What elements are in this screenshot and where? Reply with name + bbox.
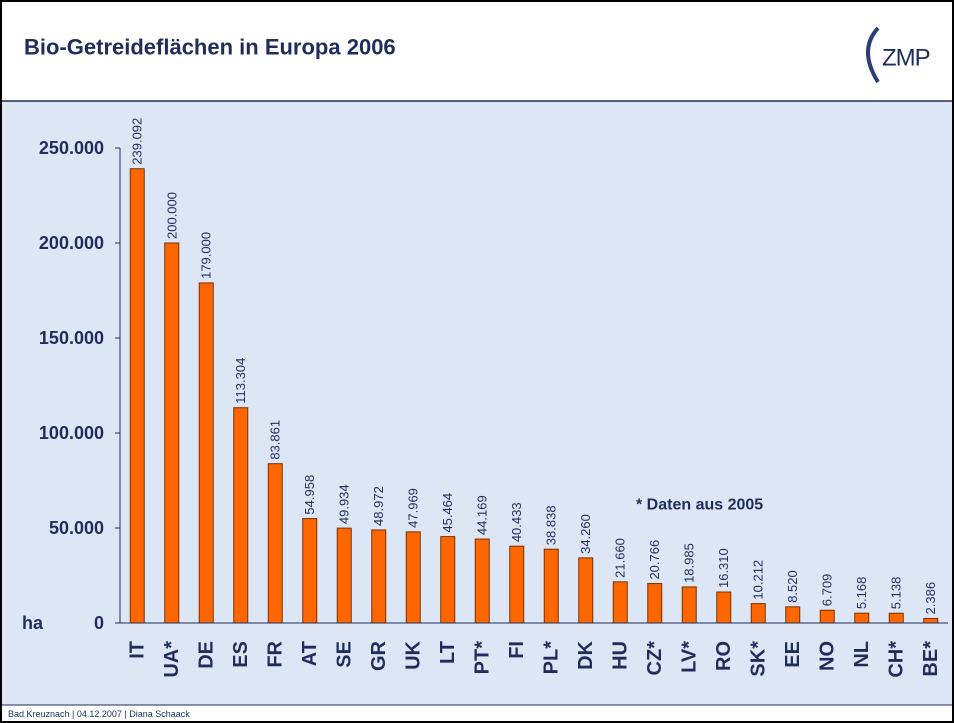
bar (440, 536, 456, 624)
value-label: 45.464 (440, 493, 455, 533)
footer: Bad Kreuznach | 04.12.2007 | Diana Schaa… (8, 709, 190, 719)
x-tick-label: NL (851, 641, 873, 668)
logo-arc (866, 26, 880, 84)
value-label: 6.709 (820, 574, 835, 607)
value-label: 34.260 (578, 514, 593, 554)
annotation: * Daten aus 2005 (636, 497, 763, 514)
x-tick-label: EE (782, 641, 804, 668)
bar (336, 527, 352, 624)
y-tick-label: 250.000 (39, 138, 104, 158)
value-label: 16.310 (716, 548, 731, 588)
x-tick-label: PL* (540, 641, 562, 675)
bar (164, 242, 180, 624)
bar (302, 518, 318, 624)
value-label: 5.138 (889, 577, 904, 610)
value-label: 47.969 (406, 488, 421, 528)
x-tick-label: UA* (161, 641, 183, 678)
y-tick-label: 100.000 (39, 423, 104, 443)
bar (854, 612, 870, 624)
bar (129, 168, 145, 624)
value-label: 179.000 (199, 232, 214, 279)
value-label: 239.092 (130, 118, 145, 165)
value-label: 2.386 (923, 582, 938, 615)
value-label: 49.934 (337, 484, 352, 524)
x-tick-label: AT (299, 641, 321, 666)
bar (750, 603, 766, 624)
value-label: 40.433 (509, 502, 524, 542)
x-tick-label: FI (506, 641, 528, 659)
logo: ZMP (882, 45, 930, 72)
bar (647, 583, 663, 624)
x-tick-label: HU (609, 641, 631, 670)
value-label: 44.169 (475, 495, 490, 535)
value-label: 20.766 (647, 540, 662, 580)
y-tick-label: 0 (94, 613, 104, 633)
x-tick-label: ES (230, 641, 252, 668)
value-label: 5.168 (854, 577, 869, 610)
value-label: 54.958 (302, 475, 317, 515)
bar (198, 282, 214, 624)
y-tick-label: 200.000 (39, 233, 104, 253)
x-tick-label: UK (402, 640, 424, 669)
x-tick-label: DE (195, 641, 217, 669)
x-tick-label: IT (126, 641, 148, 659)
x-tick-label: NO (816, 641, 838, 671)
bar (819, 609, 835, 624)
bar (716, 591, 732, 624)
value-label: 83.861 (268, 420, 283, 460)
value-label: 18.985 (682, 543, 697, 583)
x-tick-label: DK (575, 640, 597, 669)
x-tick-label: SK* (747, 641, 769, 677)
bar (267, 463, 283, 624)
x-tick-label: GR (368, 640, 390, 671)
bar (681, 586, 697, 624)
chart-title: Bio-Getreideflächen in Europa 2006 (24, 35, 396, 60)
x-tick-label: FR (264, 640, 286, 667)
value-label: 113.304 (233, 358, 248, 404)
x-tick-label: RO (713, 641, 735, 671)
value-label: 8.520 (785, 570, 800, 603)
bar (233, 407, 249, 624)
y-tick-label: 50.000 (49, 518, 104, 538)
value-label: 200.000 (164, 192, 179, 239)
x-tick-label: BE* (920, 641, 942, 677)
bar (888, 612, 904, 624)
bar (405, 531, 421, 624)
value-label: 10.212 (751, 560, 766, 600)
bar (371, 529, 387, 624)
bar (509, 545, 525, 624)
bar (543, 548, 559, 624)
value-label: 21.660 (613, 538, 628, 578)
value-label: 38.838 (544, 505, 559, 545)
bar (578, 557, 594, 624)
x-tick-label: CH* (885, 641, 907, 678)
x-tick-label: SE (333, 641, 355, 668)
x-tick-label: PT* (471, 641, 493, 675)
x-tick-label: LV* (678, 641, 700, 673)
x-tick-label: CZ* (644, 641, 666, 676)
y-tick-label: 150.000 (39, 328, 104, 348)
bar (923, 617, 939, 624)
bar (474, 538, 490, 624)
y-axis-label: ha (22, 613, 44, 633)
x-tick-label: LT (437, 641, 459, 664)
bar (785, 606, 801, 624)
value-label: 48.972 (371, 486, 386, 526)
bar (612, 581, 628, 624)
